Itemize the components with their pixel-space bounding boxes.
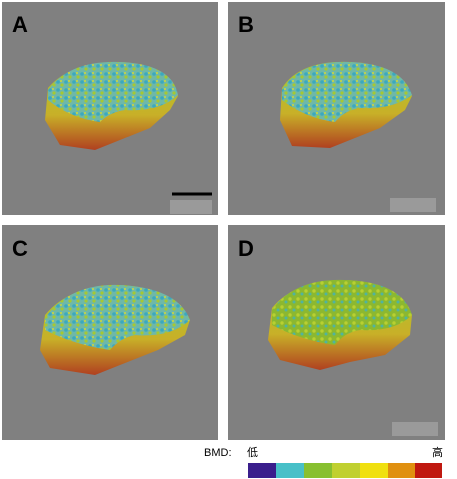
panel: B <box>228 2 445 215</box>
legend-high: 高 <box>432 445 443 459</box>
panel: C <box>2 225 218 440</box>
color-swatch <box>248 463 276 478</box>
legend: BMD: 低 高 <box>204 445 443 478</box>
panel-label: D <box>238 236 254 261</box>
scale-box <box>170 200 212 214</box>
color-swatch <box>332 463 360 478</box>
bone-surface <box>45 284 190 350</box>
panel: D <box>228 225 445 440</box>
panel-label: B <box>238 12 254 37</box>
panel-label: A <box>12 12 28 37</box>
bone-surface <box>48 61 178 122</box>
color-swatch <box>304 463 332 478</box>
bone-surface <box>282 61 412 122</box>
panel-label: C <box>12 236 28 261</box>
color-swatch <box>415 463 442 478</box>
legend-title: BMD: <box>204 447 232 459</box>
panel: A <box>2 2 218 215</box>
legend-low: 低 <box>247 446 258 459</box>
bone-surface <box>272 279 412 345</box>
color-swatch <box>388 463 415 478</box>
scale-box <box>390 198 436 212</box>
color-swatch <box>360 463 388 478</box>
color-swatch <box>276 463 304 478</box>
scale-box <box>392 422 438 436</box>
